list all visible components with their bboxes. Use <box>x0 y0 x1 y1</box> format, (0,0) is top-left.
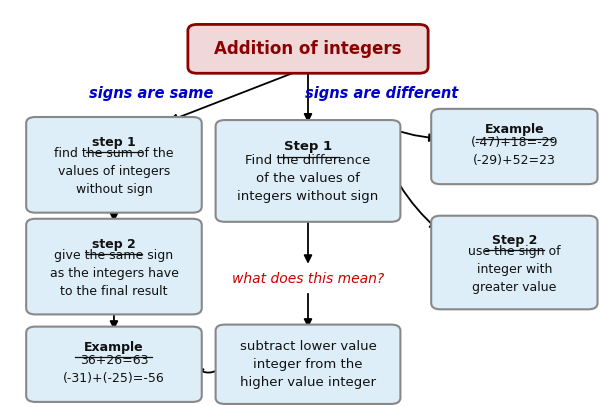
FancyBboxPatch shape <box>26 219 202 315</box>
FancyBboxPatch shape <box>26 117 202 212</box>
FancyBboxPatch shape <box>216 120 400 222</box>
FancyBboxPatch shape <box>188 24 428 73</box>
Text: (-47)+18=-29
(-29)+52=23: (-47)+18=-29 (-29)+52=23 <box>471 136 558 167</box>
FancyBboxPatch shape <box>431 109 598 184</box>
Text: step 1: step 1 <box>92 136 136 149</box>
Text: give the same sign
as the integers have
to the final result: give the same sign as the integers have … <box>49 249 179 298</box>
Text: Find the difference
of the values of
integers without sign: Find the difference of the values of int… <box>237 153 379 203</box>
Text: use the sign of
integer with
greater value: use the sign of integer with greater val… <box>468 245 561 293</box>
FancyBboxPatch shape <box>431 216 598 309</box>
FancyBboxPatch shape <box>26 326 202 402</box>
FancyBboxPatch shape <box>216 325 400 404</box>
Text: signs are same: signs are same <box>89 86 213 101</box>
Text: Example: Example <box>84 341 144 354</box>
Text: step 2: step 2 <box>92 238 136 251</box>
Text: 36+26=63
(-31)+(-25)=-56: 36+26=63 (-31)+(-25)=-56 <box>63 354 165 385</box>
Text: Step 2: Step 2 <box>492 234 537 247</box>
Text: Addition of integers: Addition of integers <box>214 40 402 58</box>
Text: find the sum of the
values of integers
without sign: find the sum of the values of integers w… <box>54 147 174 196</box>
Text: Step 1: Step 1 <box>284 140 332 153</box>
Text: Example: Example <box>485 123 544 136</box>
Text: signs are different: signs are different <box>306 86 458 101</box>
Text: what does this mean?: what does this mean? <box>232 272 384 286</box>
Text: subtract lower value
integer from the
higher value integer: subtract lower value integer from the hi… <box>240 340 376 389</box>
